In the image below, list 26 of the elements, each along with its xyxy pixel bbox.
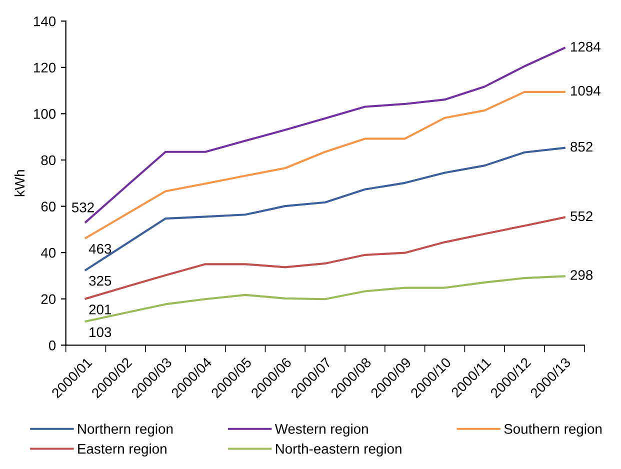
legend-label: Eastern region (78, 444, 166, 456)
annotation: 852 (570, 142, 592, 152)
legend-label: Southern region (504, 424, 602, 437)
annotation: 552 (570, 211, 592, 222)
annotation: 325 (89, 276, 112, 286)
y-tick-label: 20 (41, 294, 56, 304)
annotation: 201 (89, 304, 112, 314)
y-tick-label: 60 (41, 202, 56, 212)
y-axis-title: kWh (14, 170, 24, 196)
line-series (84, 216, 566, 300)
line-series (84, 275, 566, 322)
annotation: 532 (72, 202, 94, 212)
legend-label: Northern region (78, 424, 173, 437)
annotation: 463 (88, 244, 112, 254)
y-tick-label: 120 (34, 62, 56, 73)
y-tick-label: 80 (41, 155, 56, 166)
annotation: 1094 (571, 86, 600, 96)
legend-label: North-eastern region (276, 444, 402, 456)
legend-label: Western region (274, 424, 368, 437)
y-tick-label: 40 (40, 248, 56, 258)
annotation: 298 (570, 270, 593, 280)
y-tick-label: 100 (34, 109, 56, 119)
annotation: 103 (90, 327, 112, 338)
y-tick-label: 0 (48, 340, 56, 350)
annotation: 1284 (571, 42, 600, 52)
y-tick-label: 140 (34, 16, 56, 26)
